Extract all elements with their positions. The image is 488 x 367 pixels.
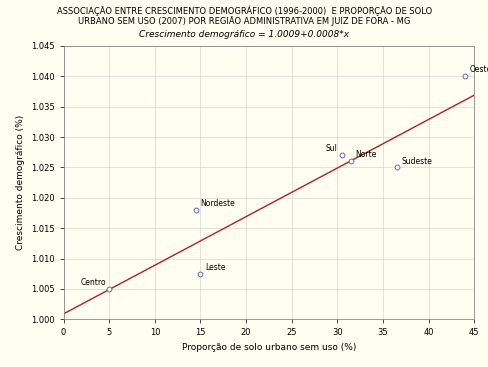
Point <box>192 207 200 213</box>
Text: Sudeste: Sudeste <box>401 157 431 166</box>
Text: URBANO SEM USO (2007) POR REGIÃO ADMINISTRATIVA EM JUIZ DE FORA - MG: URBANO SEM USO (2007) POR REGIÃO ADMINIS… <box>78 17 410 26</box>
Text: Nordeste: Nordeste <box>200 199 235 208</box>
Point <box>392 164 400 170</box>
Point <box>346 159 354 164</box>
Point <box>196 271 204 277</box>
Point <box>105 286 113 292</box>
Y-axis label: Crescimento demográfico (%): Crescimento demográfico (%) <box>16 115 25 250</box>
Text: Leste: Leste <box>204 263 225 272</box>
Text: ASSOCIAÇÃO ENTRE CRESCIMENTO DEMOGRÁFICO (1996-2000)  E PROPORÇÃO DE SOLO: ASSOCIAÇÃO ENTRE CRESCIMENTO DEMOGRÁFICO… <box>57 6 431 16</box>
Text: Sul: Sul <box>325 145 337 153</box>
Point <box>337 152 345 158</box>
Text: Norte: Norte <box>355 150 376 160</box>
X-axis label: Proporção de solo urbano sem uso (%): Proporção de solo urbano sem uso (%) <box>182 343 355 352</box>
Text: Oeste: Oeste <box>469 65 488 75</box>
Point <box>460 73 468 79</box>
Text: Crescimento demográfico = 1.0009+0.0008*x: Crescimento demográfico = 1.0009+0.0008*… <box>139 30 349 39</box>
Text: Centro: Centro <box>81 278 106 287</box>
